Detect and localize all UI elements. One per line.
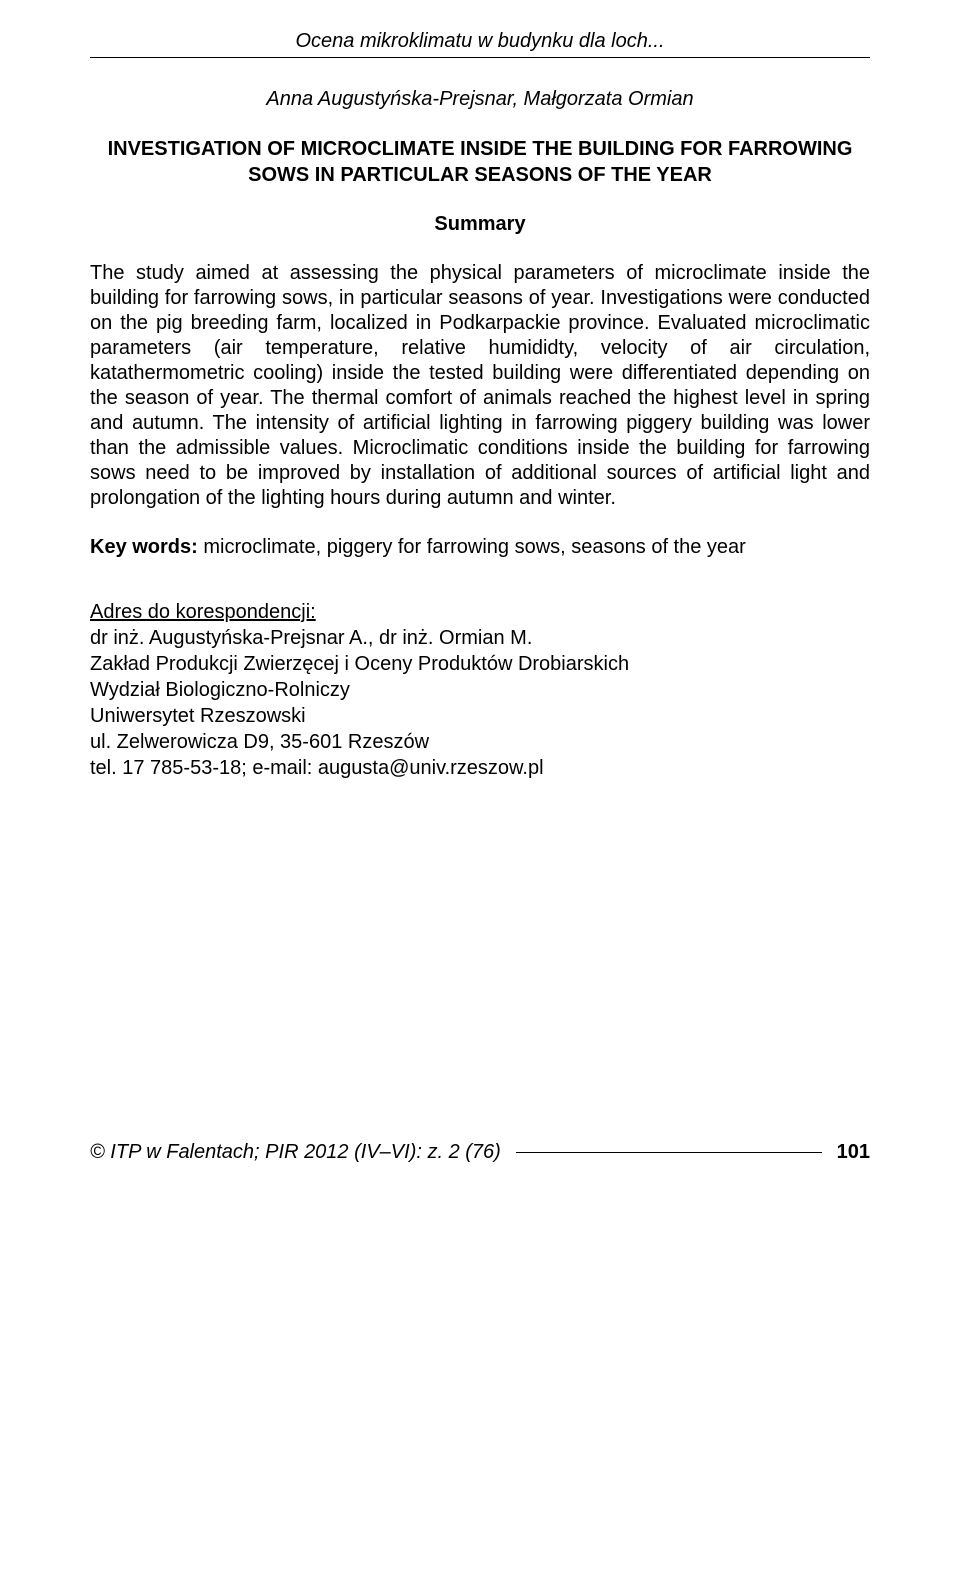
abstract-text: The study aimed at assessing the physica…: [90, 261, 870, 511]
keywords: Key words: microclimate, piggery for far…: [90, 536, 870, 559]
correspondence-line: Wydział Biologiczno-Rolniczy: [90, 677, 870, 703]
correspondence-line: tel. 17 785-53-18; e-mail: augusta@univ.…: [90, 755, 870, 781]
keywords-label: Key words:: [90, 536, 198, 558]
correspondence-line: Zakład Produkcji Zwierzęcej i Oceny Prod…: [90, 651, 870, 677]
summary-label: Summary: [90, 213, 870, 236]
page-number: 101: [837, 1141, 870, 1164]
correspondence-line: Uniwersytet Rzeszowski: [90, 703, 870, 729]
footer-citation: © ITP w Falentach; PIR 2012 (IV–VI): z. …: [90, 1141, 501, 1164]
footer-divider: [516, 1152, 822, 1153]
page-footer: © ITP w Falentach; PIR 2012 (IV–VI): z. …: [90, 1141, 870, 1164]
correspondence-block: Adres do korespondencji: dr inż. Augusty…: [90, 599, 870, 781]
correspondence-line: ul. Zelwerowicza D9, 35-601 Rzeszów: [90, 729, 870, 755]
authors: Anna Augustyńska-Prejsnar, Małgorzata Or…: [90, 88, 870, 111]
running-header: Ocena mikroklimatu w budynku dla loch...: [90, 30, 870, 53]
header-divider: [90, 57, 870, 58]
correspondence-label: Adres do korespondencji:: [90, 599, 870, 625]
keywords-text: microclimate, piggery for farrowing sows…: [203, 536, 745, 558]
correspondence-line: dr inż. Augustyńska-Prejsnar A., dr inż.…: [90, 625, 870, 651]
paper-title: INVESTIGATION OF MICROCLIMATE INSIDE THE…: [90, 136, 870, 188]
